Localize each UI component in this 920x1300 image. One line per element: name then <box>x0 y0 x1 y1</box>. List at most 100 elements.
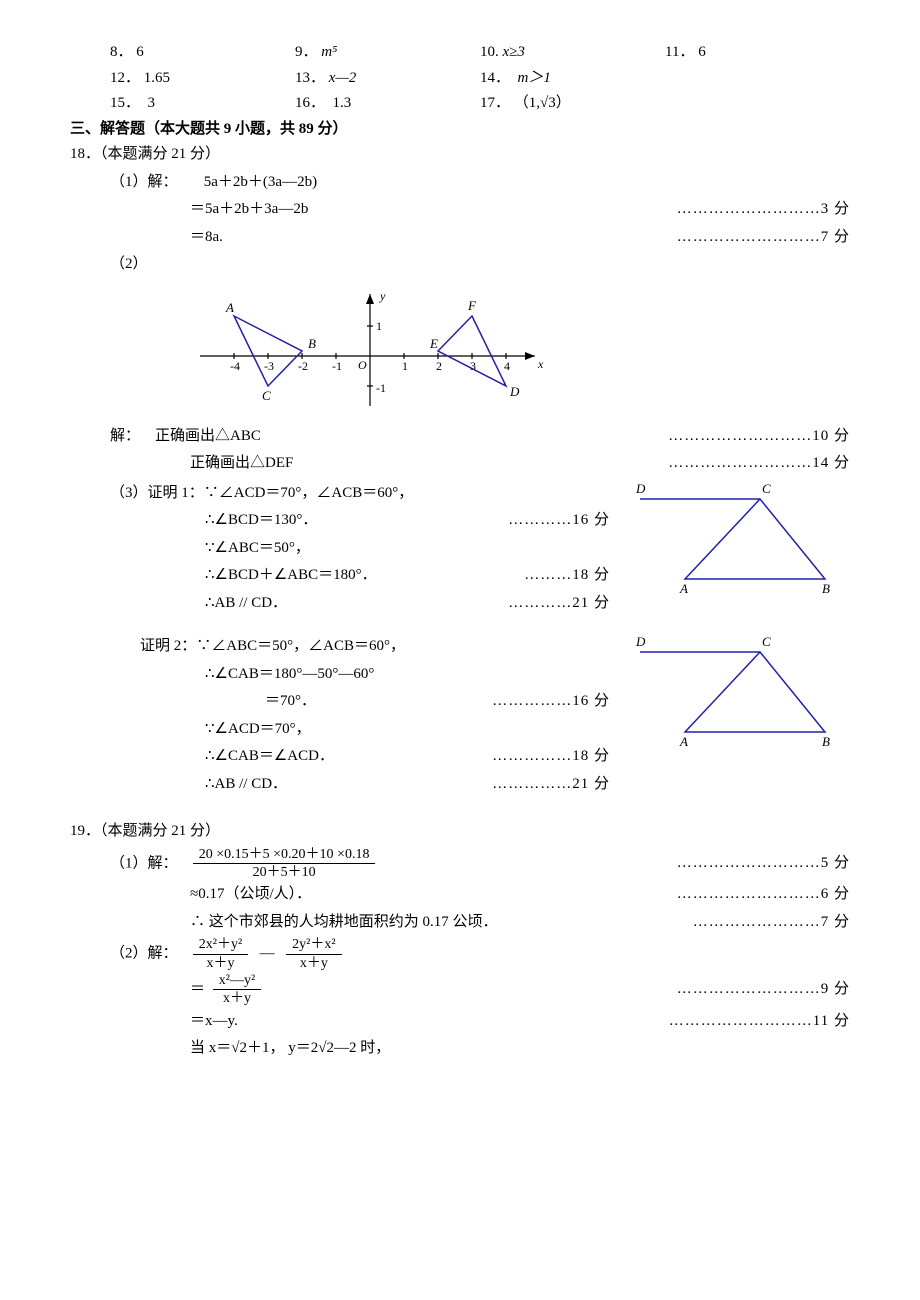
svg-text:A: A <box>679 734 688 749</box>
ans-10-num: 10. <box>480 44 499 60</box>
q19-1-pts2: ………………………6 分 <box>677 882 850 908</box>
q18-3b-l1: ∵∠ABC＝50°，∠ACB＝60°， <box>196 638 405 654</box>
svg-text:x: x <box>537 357 544 371</box>
q18-3b-pts3: ……………16 分 <box>492 689 610 715</box>
q18-1-pts3: ………………………7 分 <box>677 225 850 251</box>
q19-2-f2d: x＋y <box>286 955 341 971</box>
q18-1-prefix: （1）解： <box>110 174 178 190</box>
svg-text:B: B <box>822 734 830 749</box>
answer-row-3: 15． 3 16． 1.3 17． （1,√3） <box>70 91 850 117</box>
svg-text:-3: -3 <box>264 359 274 373</box>
ans-17-num: 17． <box>480 95 510 111</box>
q18-2-pts1: ………………………10 分 <box>668 424 850 450</box>
svg-text:-1: -1 <box>376 381 386 395</box>
q18-2-prefix: （2） <box>70 252 850 278</box>
q19-2-prefix: （2）解： <box>110 946 178 962</box>
q19-2-line1: （2）解： 2x²＋y² x＋y — 2y²＋x² x＋y <box>70 937 850 971</box>
q19-2-f3d: x＋y <box>213 990 261 1006</box>
q19-2-pts3: ………………………11 分 <box>669 1009 850 1035</box>
q18-3a-pts5: …………21 分 <box>508 591 610 617</box>
svg-text:-1: -1 <box>332 359 342 373</box>
ans-14-val: m＞1 <box>518 70 551 86</box>
svg-text:2: 2 <box>436 359 442 373</box>
ans-16-num: 16． <box>295 95 325 111</box>
q19-2-f2n: 2y²＋x² <box>286 937 341 954</box>
q18-1-expr1: 5a＋2b＋(3a—2b) <box>204 174 317 190</box>
svg-text:A: A <box>225 300 234 315</box>
q18-1-pts2: ………………………3 分 <box>677 197 850 223</box>
q18-3b-prefix: 证明 2： <box>140 638 196 654</box>
svg-text:1: 1 <box>376 319 382 333</box>
q19-2-f1n: 2x²＋y² <box>193 937 248 954</box>
q19-2-minus: — <box>260 946 275 962</box>
ans-17-val: （1,√3） <box>514 95 571 111</box>
svg-text:E: E <box>429 336 438 351</box>
q18-3a-l5: ∴AB // CD． <box>205 591 287 617</box>
ans-8-val: 6 <box>136 44 144 60</box>
q19-1-fraction: 20 ×0.15＋5 ×0.20＋10 ×0.18 20＋5＋10 <box>193 847 376 881</box>
q19-1-txt3: ∴ 这个市郊县的人均耕地面积约为 0.17 公顷． <box>190 910 498 936</box>
q19-2-txt4: 当 x＝√2＋1， y＝2√2—2 时， <box>190 1036 390 1062</box>
q19-2-eq: ＝ <box>190 981 205 997</box>
ans-10-val: x≥3 <box>503 44 525 60</box>
ans-12-val: 1.65 <box>144 70 170 86</box>
q19-1-txt2: ≈0.17（公顷/人）． <box>190 882 311 908</box>
q18-2-line1: 解： 正确画出△ABC ………………………10 分 <box>70 424 850 450</box>
svg-text:D: D <box>635 634 646 649</box>
q19-2-frac2: 2y²＋x² x＋y <box>286 937 341 971</box>
section-3-heading: 三、解答题（本大题共 9 小题，共 89 分） <box>70 117 850 143</box>
q18-1-expr2: ＝5a＋2b＋3a—2b <box>190 197 308 223</box>
q18-1-line3: ＝8a. ………………………7 分 <box>70 225 850 251</box>
q19-1-pts1: ………………………5 分 <box>677 851 850 877</box>
q18-3-proof2: 证明 2：∵∠ABC＝50°，∠ACB＝60°， ∴∠CAB＝180°—50°—… <box>70 632 850 799</box>
ans-16-val: 1.3 <box>333 95 352 111</box>
q18-3a-pts2: …………16 分 <box>508 508 610 534</box>
q19-1-den: 20＋5＋10 <box>193 864 376 880</box>
answer-row-1: 8． 6 9． m⁵ 10. x≥3 11． 6 <box>70 40 850 66</box>
q18-3b-l3: ＝70°． <box>265 689 316 715</box>
q18-2-line2: 正确画出△DEF ………………………14 分 <box>70 451 850 477</box>
svg-text:-2: -2 <box>298 359 308 373</box>
q18-3b-l5: ∴∠CAB＝∠ACD． <box>205 744 334 770</box>
svg-text:y: y <box>379 289 386 303</box>
ans-15-num: 15． <box>110 95 140 111</box>
q19-2-line2: ＝ x²—y² x＋y ………………………9 分 <box>70 973 850 1007</box>
ans-15-val: 3 <box>148 95 156 111</box>
q18-2-txt1: 正确画出△ABC <box>155 428 261 444</box>
q18-3a-pts4: ………18 分 <box>524 563 610 589</box>
answer-row-2: 12． 1.65 13． x—2 14． m＞1 <box>70 66 850 92</box>
ans-14-num: 14． <box>480 70 510 86</box>
q19-1-line1: （1）解： 20 ×0.15＋5 ×0.20＋10 ×0.18 20＋5＋10 … <box>70 847 850 881</box>
q19-2-line3: ＝x—y. ………………………11 分 <box>70 1009 850 1035</box>
svg-text:B: B <box>822 581 830 596</box>
q18-3a-l4: ∴∠BCD＋∠ABC＝180°． <box>205 563 377 589</box>
svg-text:4: 4 <box>504 359 510 373</box>
q18-1-expr3: ＝8a. <box>190 225 223 251</box>
svg-text:D: D <box>509 384 520 399</box>
q18-3a-l1: ∵∠ACD＝70°，∠ACB＝60°， <box>204 485 414 501</box>
q18-3b-l2: ∴∠CAB＝180°—50°—60° <box>205 662 374 688</box>
q19-1-line2: ≈0.17（公顷/人）． ………………………6 分 <box>70 882 850 908</box>
coordinate-graph: -4-3 -2-1 12 34 1-1 O y x A B C E F D <box>190 286 550 416</box>
svg-text:C: C <box>762 634 771 649</box>
q18-1-line1: （1）解： 5a＋2b＋(3a—2b) <box>70 170 850 196</box>
svg-text:C: C <box>762 481 771 496</box>
ans-9-val: m⁵ <box>321 44 337 60</box>
q18-3b-pts5: ……………18 分 <box>492 744 610 770</box>
svg-text:1: 1 <box>402 359 408 373</box>
q19-2-txt3: ＝x—y. <box>190 1009 238 1035</box>
ans-11-val: 6 <box>698 44 706 60</box>
triangle-figure-2: D C A B <box>630 632 850 752</box>
q18-2-txt2: 正确画出△DEF <box>190 451 293 477</box>
q18-3-proof1: （3）证明 1：∵∠ACD＝70°，∠ACB＝60°， ∴∠BCD＝130°．…… <box>70 479 850 619</box>
svg-text:O: O <box>358 358 367 372</box>
q18-3b-pts6: ……………21 分 <box>492 772 610 798</box>
q18-3a-l3: ∵∠ABC＝50°， <box>205 536 310 562</box>
q19-2-f3n: x²—y² <box>213 973 261 990</box>
q18-3a-l2: ∴∠BCD＝130°． <box>205 508 317 534</box>
svg-text:-4: -4 <box>230 359 240 373</box>
svg-text:F: F <box>467 298 477 313</box>
svg-text:B: B <box>308 336 316 351</box>
q19-2-frac3: x²—y² x＋y <box>213 973 261 1007</box>
q19-head: 19．（本题满分 21 分） <box>70 819 850 845</box>
